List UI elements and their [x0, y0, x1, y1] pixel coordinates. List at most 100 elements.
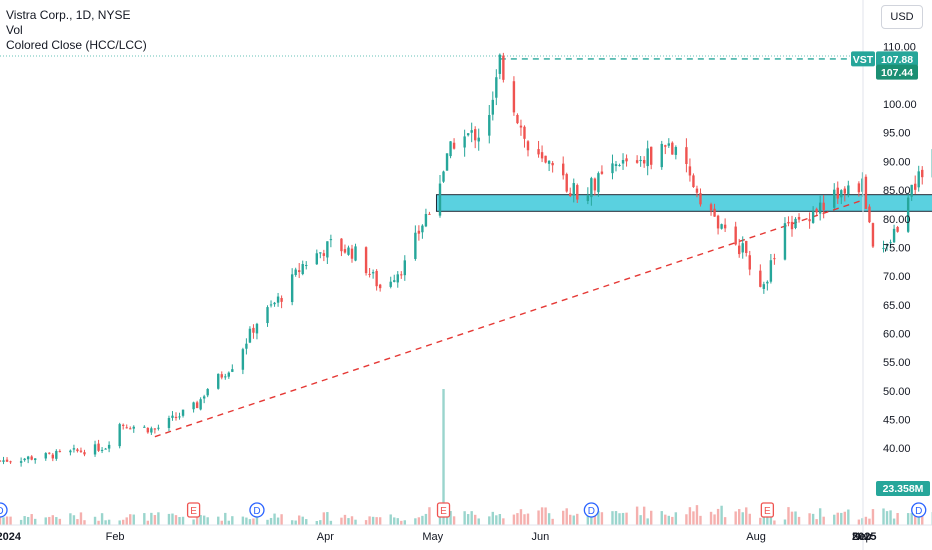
earnings-marker[interactable] [186, 502, 201, 518]
volume-bar [118, 520, 121, 525]
candle-body [350, 248, 354, 259]
volume-bar [474, 514, 477, 525]
volume-bar [280, 514, 283, 525]
high-price-tag-bg [876, 51, 918, 67]
candle-body [0, 460, 2, 462]
candle-body [695, 188, 699, 193]
volume-bar [808, 513, 811, 525]
volume-bar [586, 512, 590, 525]
volume-bar [227, 520, 230, 525]
volume-bar [51, 515, 54, 525]
candle-body [892, 228, 896, 243]
volume-bar [745, 507, 748, 525]
candle-body [375, 270, 378, 287]
candle-body [368, 273, 371, 275]
volume-bar [857, 519, 861, 525]
y-tick-label: 85.00 [883, 185, 911, 197]
earnings-marker[interactable] [436, 502, 451, 518]
volume-bar [276, 517, 280, 525]
volume-bar [466, 514, 470, 525]
candle-body [326, 241, 329, 258]
dividend-marker[interactable] [911, 502, 927, 518]
volume-bar [195, 512, 199, 525]
candle-body [414, 232, 417, 259]
x-tick-label: 2025 [852, 531, 876, 543]
indicator-label[interactable]: Colored Close (HCC/LCC) [6, 38, 147, 52]
volume-bar [202, 515, 206, 525]
volume-bar [562, 510, 565, 525]
volume-bar [305, 519, 308, 525]
candle-body [491, 99, 494, 115]
y-tick-label: 45.00 [883, 414, 911, 426]
high-price-tag: 107.88 [881, 54, 913, 66]
volume-bar [224, 512, 227, 525]
volume-bar [892, 518, 896, 525]
candle-body [822, 202, 825, 210]
event-markers[interactable]: DEDEDEDE [0, 455, 932, 518]
candle-body [199, 399, 202, 410]
volume-bar [58, 518, 62, 525]
candle-body [699, 193, 702, 205]
candle-body [544, 155, 547, 163]
symbol-title[interactable]: Vistra Corp., 1D, NYSE [6, 8, 131, 22]
candle-body [738, 245, 741, 255]
candle-body [759, 270, 762, 287]
volume-bar [428, 507, 431, 525]
candle-body [83, 452, 86, 455]
candle-body [150, 428, 153, 433]
volume-bar [861, 518, 864, 525]
volume-bar [445, 517, 449, 525]
candle-body [378, 284, 382, 289]
volume-bar [449, 511, 452, 525]
candle-body [857, 183, 861, 193]
y-tick-label: 60.00 [883, 328, 911, 340]
dividend-marker-label: D [253, 506, 260, 517]
candle-body [438, 183, 442, 216]
dividend-marker[interactable] [583, 502, 600, 518]
earnings-marker[interactable] [760, 502, 775, 518]
candle-body [642, 160, 646, 164]
volume-bar [671, 516, 674, 525]
candle-body [192, 402, 195, 410]
candle-body [576, 185, 579, 200]
y-tick-label: 90.00 [883, 156, 911, 168]
volume-bar [153, 515, 157, 525]
candle-body [688, 166, 692, 176]
volume-bar [685, 514, 688, 525]
candle-body [273, 302, 276, 305]
y-tick-label: 70.00 [883, 271, 911, 283]
candle-body [586, 195, 590, 201]
volume-bar [424, 513, 428, 525]
volume-bar [790, 511, 794, 525]
currency-button[interactable]: USD [881, 5, 923, 29]
candle-body [329, 239, 333, 241]
volume-bar [107, 519, 111, 525]
volume-bar [667, 515, 670, 525]
candle-body [23, 458, 26, 461]
x-tick-label: 2024 [0, 531, 22, 543]
dividend-marker[interactable] [0, 502, 8, 518]
volume-bar [748, 513, 751, 525]
candle-body [241, 349, 245, 370]
candle-body [206, 389, 209, 396]
candle-body [713, 208, 716, 217]
volume-bar [738, 509, 741, 525]
candle-body [692, 175, 695, 188]
dividend-marker[interactable] [249, 502, 265, 518]
volume-label[interactable]: Vol [6, 23, 23, 37]
candle-body [921, 169, 924, 178]
candle-body [231, 369, 234, 372]
candle-body [917, 171, 920, 188]
candle-body [445, 153, 449, 171]
candle-body [266, 307, 269, 324]
volume-bar [847, 509, 850, 525]
volume-bar [692, 511, 695, 525]
close-price-tag: 107.44 [881, 67, 913, 79]
candle-body [495, 77, 498, 98]
volume-bar [125, 517, 128, 525]
candle-body [723, 224, 727, 229]
candle-body [593, 178, 597, 191]
volume-bar [44, 517, 47, 525]
candle-body [2, 460, 5, 462]
